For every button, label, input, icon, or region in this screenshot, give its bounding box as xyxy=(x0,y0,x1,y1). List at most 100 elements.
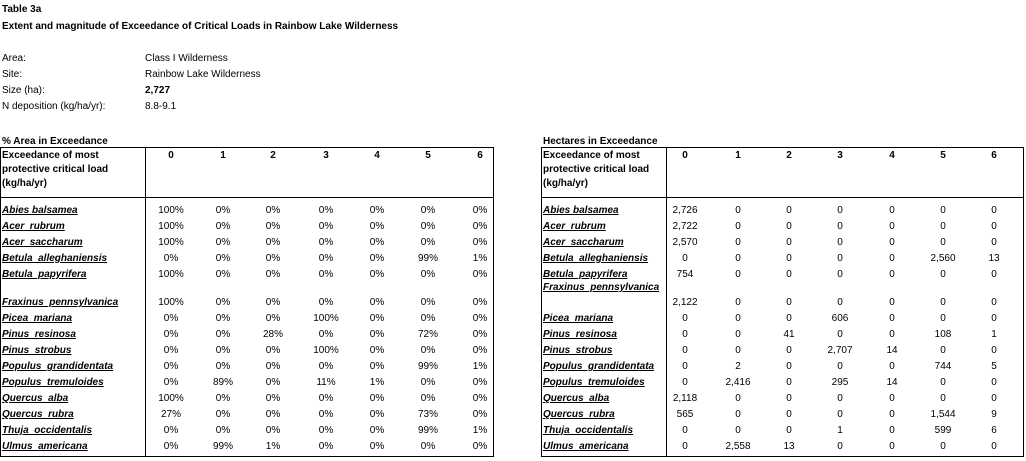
species-name: Quercus_alba xyxy=(543,393,610,404)
table-cell: 0 xyxy=(682,441,688,452)
table-cell: 2 xyxy=(735,361,741,372)
table-cell: 100% xyxy=(158,205,184,216)
table-cell: 0 xyxy=(837,253,843,264)
table-cell: 0% xyxy=(472,205,488,216)
table-cell: 2,570 xyxy=(672,237,698,248)
table-cell: 0% xyxy=(265,345,281,356)
table-cell: 2,707 xyxy=(827,345,853,356)
species-name: Betula_papyrifera xyxy=(543,269,628,280)
table-cell: 2,560 xyxy=(930,253,956,264)
table-cell: 0 xyxy=(837,409,843,420)
table-cell: 100% xyxy=(313,345,339,356)
table-cell: 0% xyxy=(472,345,488,356)
table-cell: 0% xyxy=(369,205,385,216)
table-cell: 2,558 xyxy=(725,441,751,452)
table-cell: 11% xyxy=(316,377,336,388)
hectares-table: Exceedance of most protective critical l… xyxy=(541,147,1024,457)
table-cell: 0 xyxy=(889,425,895,436)
column-header: 3 xyxy=(323,150,329,161)
info-value-deposition: 8.8-9.1 xyxy=(145,101,177,112)
table-cell: 0% xyxy=(420,297,436,308)
species-name: Thuja_occidentalis xyxy=(543,425,634,436)
table-cell: 0% xyxy=(369,393,385,404)
species-name: Quercus_rubra xyxy=(2,409,74,420)
table-cell: 0% xyxy=(265,425,281,436)
table-cell: 100% xyxy=(158,221,184,232)
table-cell: 0 xyxy=(735,345,741,356)
table-cell: 0% xyxy=(472,221,488,232)
table-cell: 0 xyxy=(682,425,688,436)
species-name: Acer_saccharum xyxy=(543,237,624,248)
table-cell: 89% xyxy=(212,377,233,388)
table-cell: 0 xyxy=(735,329,741,340)
table-cell: 1 xyxy=(991,329,997,340)
table-cell: 100% xyxy=(158,297,184,308)
table-cell: 0% xyxy=(369,409,385,420)
species-name: Acer_rubrum xyxy=(543,221,606,232)
table-cell: 100% xyxy=(313,313,339,324)
table-cell: 0% xyxy=(472,441,488,452)
table-cell: 0 xyxy=(889,361,895,372)
table-cell: 0 xyxy=(940,297,946,308)
species-name: Thuja_occidentalis xyxy=(2,425,93,436)
species-name: Picea_mariana xyxy=(2,313,73,324)
table-cell: 0 xyxy=(837,205,843,216)
table-cell: 0 xyxy=(889,409,895,420)
species-name: Quercus_rubra xyxy=(543,409,615,420)
table-cell: 13 xyxy=(988,253,1000,264)
table-cell: 0 xyxy=(786,237,792,248)
left-table-caption: % Area in Exceedance xyxy=(2,136,108,147)
table-cell: 0% xyxy=(265,297,281,308)
table-cell: 0% xyxy=(215,313,231,324)
table-cell: 0% xyxy=(163,377,179,388)
table-cell: 0 xyxy=(889,221,895,232)
table-cell: 1 xyxy=(837,425,843,436)
table-cell: 41 xyxy=(783,329,795,340)
table-cell: 0% xyxy=(215,393,231,404)
table-cell: 295 xyxy=(831,377,849,388)
table-cell: 0 xyxy=(991,377,997,388)
table-header-label: Exceedance of most protective critical l… xyxy=(2,150,109,189)
species-name: Populus_grandidentata xyxy=(543,361,655,372)
species-name: Pinus_strobus xyxy=(2,345,72,356)
table-cell: 0 xyxy=(786,313,792,324)
table-cell: 100% xyxy=(158,237,184,248)
table-cell: 0 xyxy=(889,329,895,340)
species-name: Fraxinus_pennsylvanica xyxy=(2,297,119,308)
table-cell: 0 xyxy=(991,297,997,308)
column-header: 2 xyxy=(270,150,276,161)
table-cell: 565 xyxy=(676,409,694,420)
table-cell: 0 xyxy=(991,441,997,452)
species-name: Populus_grandidentata xyxy=(2,361,114,372)
column-header: 0 xyxy=(168,150,174,161)
table-cell: 0% xyxy=(163,345,179,356)
species-name: Quercus_alba xyxy=(2,393,69,404)
table-cell: 0 xyxy=(991,313,997,324)
table-cell: 0% xyxy=(369,253,385,264)
table-cell: 0 xyxy=(682,345,688,356)
table-cell: 1,544 xyxy=(930,409,956,420)
table-cell: 99% xyxy=(417,425,438,436)
table-cell: 0% xyxy=(215,269,231,280)
column-divider xyxy=(666,148,667,456)
table-cell: 0 xyxy=(837,393,843,404)
table-cell: 0 xyxy=(991,269,997,280)
table-cell: 599 xyxy=(934,425,952,436)
table-cell: 0 xyxy=(682,377,688,388)
table-cell: 0% xyxy=(163,253,179,264)
table-cell: 0% xyxy=(265,253,281,264)
table-cell: 0% xyxy=(318,425,334,436)
table-cell: 0 xyxy=(735,393,741,404)
table-cell: 0 xyxy=(786,377,792,388)
table-cell: 0 xyxy=(682,253,688,264)
table-cell: 0% xyxy=(163,425,179,436)
table-cell: 754 xyxy=(676,269,694,280)
table-cell: 0% xyxy=(472,313,488,324)
table-cell: 0% xyxy=(420,205,436,216)
table-cell: 0 xyxy=(786,221,792,232)
table-cell: 0% xyxy=(163,329,179,340)
table-cell: 0 xyxy=(735,425,741,436)
table-cell: 0% xyxy=(472,329,488,340)
species-name: Pinus_resinosa xyxy=(2,329,76,340)
table-cell: 0 xyxy=(940,205,946,216)
